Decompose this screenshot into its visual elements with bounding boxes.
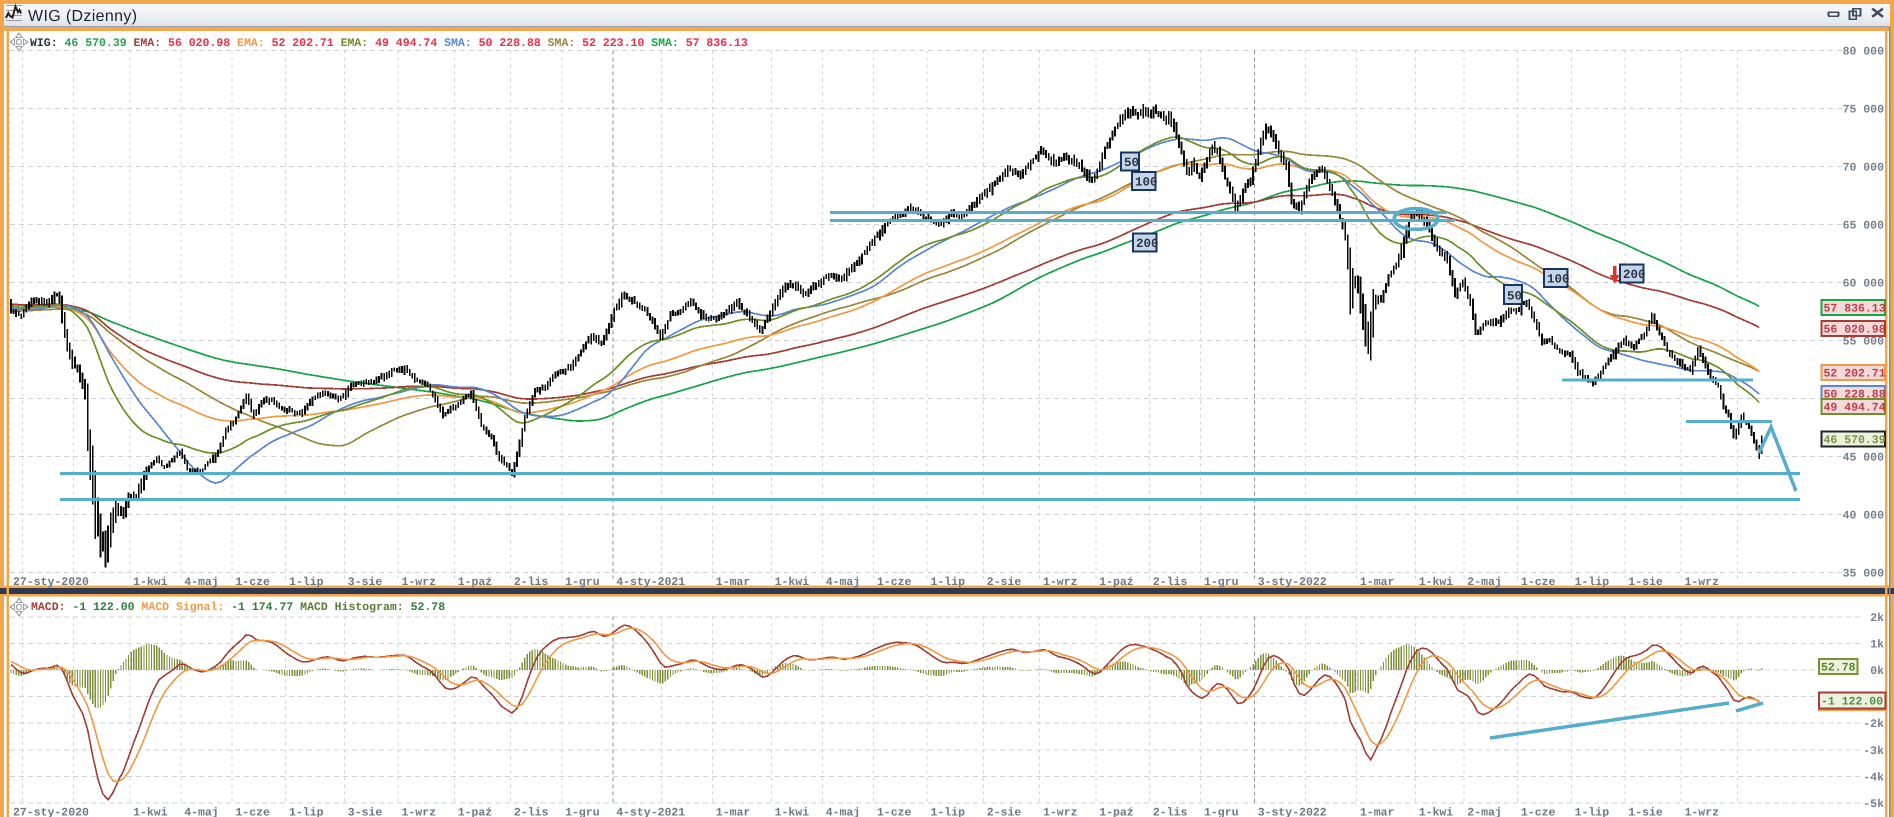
svg-text:1-paź: 1-paź [458, 807, 493, 817]
svg-text:WIG (Dzienny): WIG (Dzienny) [28, 8, 137, 25]
svg-text:1-mar: 1-mar [716, 576, 751, 589]
svg-text:2-sie: 2-sie [987, 807, 1022, 817]
svg-text:55 000: 55 000 [1843, 336, 1885, 349]
svg-text:2-lis: 2-lis [514, 807, 549, 817]
svg-text:1-cze: 1-cze [235, 576, 270, 589]
svg-text:1-mar: 1-mar [1360, 807, 1395, 817]
svg-text:4-maj: 4-maj [184, 576, 219, 589]
svg-text:200: 200 [1136, 237, 1159, 251]
svg-text:1-gru: 1-gru [1204, 576, 1239, 589]
svg-text:1-lip: 1-lip [931, 807, 966, 817]
svg-text:1-mar: 1-mar [1360, 576, 1395, 589]
svg-text:2-maj: 2-maj [1467, 807, 1502, 817]
svg-text:49 494.74: 49 494.74 [1824, 402, 1886, 415]
svg-text:1-lip: 1-lip [289, 576, 324, 589]
svg-text:-5k: -5k [1863, 798, 1884, 811]
svg-text:80 000: 80 000 [1843, 46, 1885, 59]
svg-text:1-sie: 1-sie [1628, 807, 1663, 817]
svg-text:27-sty-2020: 27-sty-2020 [13, 576, 89, 589]
svg-text:1-lip: 1-lip [1575, 576, 1610, 589]
svg-text:2k: 2k [1870, 612, 1884, 625]
svg-text:1-wrz: 1-wrz [402, 576, 437, 589]
svg-text:52 202.71: 52 202.71 [1824, 368, 1886, 381]
svg-text:2-sie: 2-sie [987, 576, 1022, 589]
svg-text:1-kwi: 1-kwi [775, 576, 810, 589]
svg-text:1-gru: 1-gru [565, 576, 600, 589]
svg-text:100: 100 [1135, 176, 1158, 190]
svg-text:45 000: 45 000 [1843, 452, 1885, 465]
svg-text:2-lis: 2-lis [514, 576, 549, 589]
svg-text:1-sie: 1-sie [1628, 576, 1663, 589]
svg-text:1-lip: 1-lip [289, 807, 324, 817]
svg-text:2-lis: 2-lis [1153, 576, 1188, 589]
svg-text:70 000: 70 000 [1843, 162, 1885, 175]
svg-text:1-cze: 1-cze [1521, 576, 1556, 589]
svg-text:56 020.98: 56 020.98 [1824, 324, 1886, 337]
svg-text:1-paź: 1-paź [1099, 576, 1134, 589]
svg-text:1k: 1k [1870, 638, 1884, 651]
svg-text:MACD: -1 122.00 MACD Signal: -: MACD: -1 122.00 MACD Signal: -1 174.77 M… [31, 601, 445, 614]
svg-text:1-gru: 1-gru [565, 807, 600, 817]
svg-text:1-kwi: 1-kwi [133, 807, 168, 817]
svg-text:1-gru: 1-gru [1204, 807, 1239, 817]
svg-text:27-sty-2020: 27-sty-2020 [13, 807, 89, 817]
svg-text:1-kwi: 1-kwi [775, 807, 810, 817]
svg-text:4-maj: 4-maj [826, 576, 861, 589]
svg-text:-2k: -2k [1863, 718, 1884, 731]
svg-text:3-sie: 3-sie [348, 576, 383, 589]
svg-text:4-maj: 4-maj [184, 807, 219, 817]
svg-text:60 000: 60 000 [1843, 278, 1885, 291]
svg-text:3-sty-2022: 3-sty-2022 [1258, 807, 1327, 817]
svg-text:4-maj: 4-maj [826, 807, 861, 817]
svg-text:75 000: 75 000 [1843, 104, 1885, 117]
svg-text:1-lip: 1-lip [931, 576, 966, 589]
svg-text:1-paź: 1-paź [1099, 807, 1134, 817]
svg-text:1-cze: 1-cze [877, 807, 912, 817]
svg-text:1-mar: 1-mar [716, 807, 751, 817]
svg-text:2-lis: 2-lis [1153, 807, 1188, 817]
svg-text:1-cze: 1-cze [235, 807, 270, 817]
svg-text:46 570.39: 46 570.39 [1824, 434, 1886, 447]
svg-text:1-wrz: 1-wrz [1043, 576, 1078, 589]
svg-text:WIG: 46 570.39 EMA: 56 020.98: WIG: 46 570.39 EMA: 56 020.98 EMA: 52 20… [30, 37, 748, 50]
svg-text:-1 122.00: -1 122.00 [1821, 696, 1883, 709]
svg-text:1-cze: 1-cze [1521, 807, 1556, 817]
svg-text:0k: 0k [1870, 665, 1884, 678]
svg-text:1-wrz: 1-wrz [1043, 807, 1078, 817]
svg-text:1-wrz: 1-wrz [402, 807, 437, 817]
svg-text:100: 100 [1547, 273, 1570, 287]
svg-text:35 000: 35 000 [1843, 568, 1885, 581]
svg-text:1-wrz: 1-wrz [1685, 807, 1720, 817]
svg-text:1-paź: 1-paź [458, 576, 493, 589]
svg-text:1-cze: 1-cze [877, 576, 912, 589]
svg-text:3-sie: 3-sie [348, 807, 383, 817]
svg-text:1-wrz: 1-wrz [1685, 576, 1720, 589]
svg-text:65 000: 65 000 [1843, 220, 1885, 233]
svg-text:4-sty-2021: 4-sty-2021 [616, 576, 685, 589]
svg-text:40 000: 40 000 [1843, 510, 1885, 523]
svg-text:-3k: -3k [1863, 745, 1884, 758]
svg-text:52.78: 52.78 [1821, 662, 1856, 675]
svg-text:2-maj: 2-maj [1467, 576, 1502, 589]
svg-text:-4k: -4k [1863, 771, 1884, 784]
svg-text:1-kwi: 1-kwi [1419, 807, 1454, 817]
svg-text:200: 200 [1623, 268, 1646, 282]
svg-text:1-lip: 1-lip [1575, 807, 1610, 817]
svg-text:50: 50 [1507, 290, 1522, 304]
svg-text:4-sty-2021: 4-sty-2021 [616, 807, 685, 817]
svg-text:1-kwi: 1-kwi [1419, 576, 1454, 589]
svg-text:50: 50 [1124, 156, 1139, 170]
svg-text:1-kwi: 1-kwi [133, 576, 168, 589]
svg-text:57 836.13: 57 836.13 [1824, 303, 1886, 316]
svg-text:3-sty-2022: 3-sty-2022 [1258, 576, 1327, 589]
